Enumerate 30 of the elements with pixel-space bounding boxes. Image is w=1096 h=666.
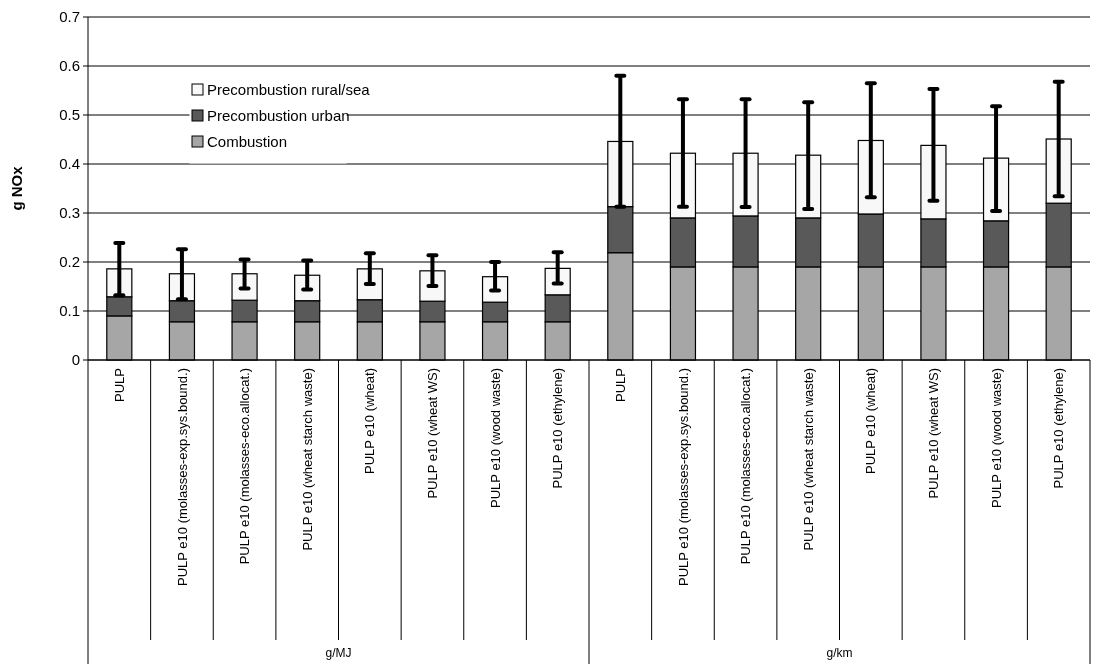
x-tick-label: PULP e10 (wood waste) (988, 368, 1004, 508)
x-tick-label: PULP e10 (molasses-eco.allocat.) (738, 368, 754, 565)
y-tick-label: 0.7 (59, 8, 80, 26)
x-tick-label: PULP e10 (wheat starch waste) (299, 368, 315, 551)
x-tick-label: PULP e10 (ethylene) (550, 368, 566, 489)
y-axis-title: g NOx (8, 165, 25, 211)
legend-label: Combustion (207, 133, 288, 151)
x-tick-label: PULP e10 (wheat starch waste) (800, 368, 816, 551)
legend-label: Precombustion urban (207, 107, 350, 125)
x-tick-label: PULP e10 (wood waste) (487, 368, 503, 508)
x-tick-label: PULP e10 (molasses-eco.allocat.) (237, 368, 253, 565)
x-tick-label: PULP e10 (molasses-exp.sys.bound.) (675, 368, 691, 586)
x-tick-label: PULP (612, 368, 628, 402)
y-tick-label: 0.1 (59, 302, 80, 320)
y-tick-label: 0 (71, 351, 80, 369)
text: g/km (826, 646, 853, 660)
y-tick-label: 0.6 (59, 57, 80, 75)
y-tick-label: 0.5 (59, 106, 80, 124)
x-tick-label: PULP e10 (wheat) (362, 368, 378, 474)
x-tick-label: PULP e10 (ethylene) (1051, 368, 1067, 489)
x-tick-label: PULP (111, 368, 127, 402)
x-tick-label: PULP e10 (molasses-exp.sys.bound.) (174, 368, 190, 586)
y-tick-label: 0.4 (59, 155, 80, 173)
text: g/MJ (325, 646, 352, 660)
legend-label: Precombustion rural/sea (207, 81, 371, 99)
x-tick-label: PULP e10 (wheat) (863, 368, 879, 474)
y-tick-label: 0.3 (59, 204, 80, 222)
x-tick-label: PULP e10 (wheat WS) (424, 368, 440, 499)
y-tick-label: 0.2 (59, 253, 80, 271)
x-tick-label: PULP e10 (wheat WS) (925, 368, 941, 499)
